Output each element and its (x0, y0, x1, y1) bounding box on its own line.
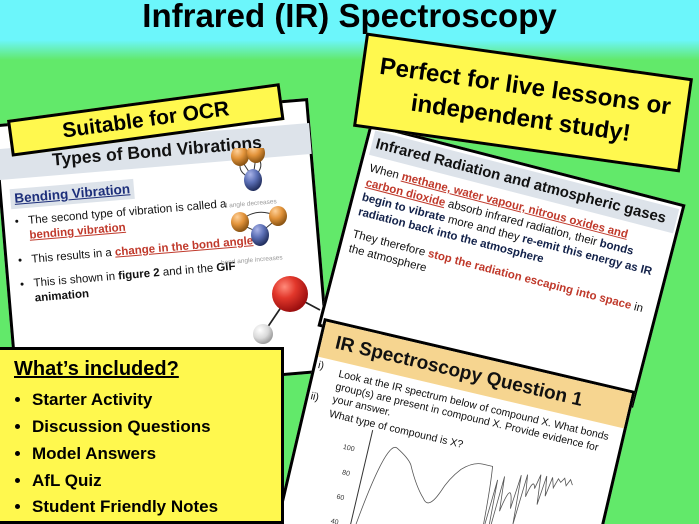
svg-text:80: 80 (341, 469, 350, 478)
svg-text:100: 100 (342, 444, 355, 454)
svg-text:40: 40 (330, 518, 339, 524)
svg-text:60: 60 (336, 494, 345, 503)
